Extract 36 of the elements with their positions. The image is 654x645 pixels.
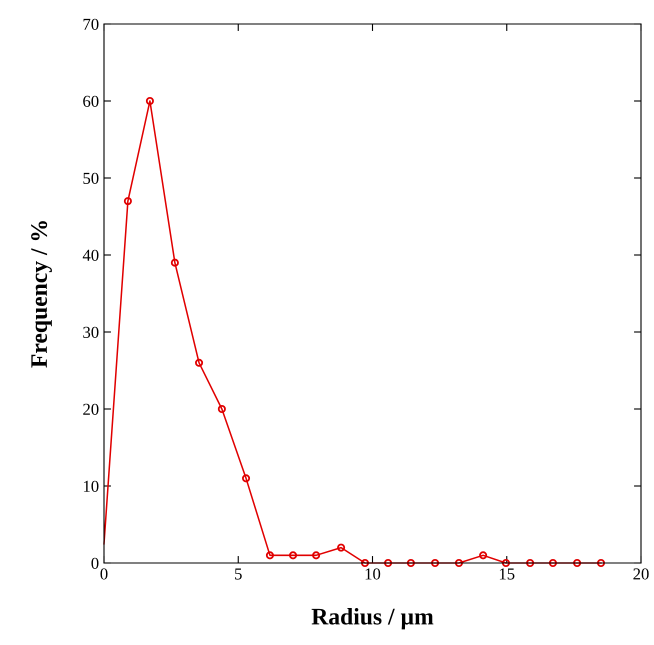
x-tick-label: 20 bbox=[633, 568, 649, 580]
point bbox=[454, 558, 463, 568]
point bbox=[146, 96, 154, 106]
x-tick-label: 5 bbox=[235, 568, 242, 580]
point bbox=[479, 551, 488, 560]
point bbox=[195, 358, 204, 367]
y-tick-label: 20 bbox=[83, 404, 99, 415]
y-tick-label: 10 bbox=[84, 480, 99, 492]
point bbox=[124, 197, 132, 206]
point bbox=[337, 544, 346, 552]
y-tick-label: 60 bbox=[83, 96, 99, 107]
y-tick-label: 40 bbox=[82, 250, 99, 261]
point bbox=[312, 551, 320, 560]
x-tick-label: 0 bbox=[100, 568, 108, 580]
point bbox=[360, 558, 370, 568]
point bbox=[170, 258, 179, 267]
y-tick-label: 50 bbox=[83, 172, 99, 184]
point bbox=[596, 558, 606, 568]
y-tick-label: 70 bbox=[84, 18, 99, 30]
point bbox=[384, 558, 392, 568]
point bbox=[502, 558, 510, 568]
point bbox=[526, 558, 534, 568]
point bbox=[548, 558, 557, 568]
point bbox=[242, 474, 250, 482]
y-tick-label: 0 bbox=[91, 558, 99, 569]
y-axis-title: Frequency / % bbox=[31, 221, 52, 368]
x-tick-label: 15 bbox=[500, 568, 514, 580]
x-tick-label: 10 bbox=[366, 568, 380, 580]
y-tick-label: 30 bbox=[83, 326, 99, 338]
point bbox=[288, 551, 298, 560]
point bbox=[431, 558, 440, 568]
point bbox=[266, 551, 274, 560]
point bbox=[406, 558, 415, 568]
point bbox=[218, 404, 226, 414]
point bbox=[573, 558, 582, 568]
x-axis-title: Radius / µm bbox=[312, 608, 434, 630]
